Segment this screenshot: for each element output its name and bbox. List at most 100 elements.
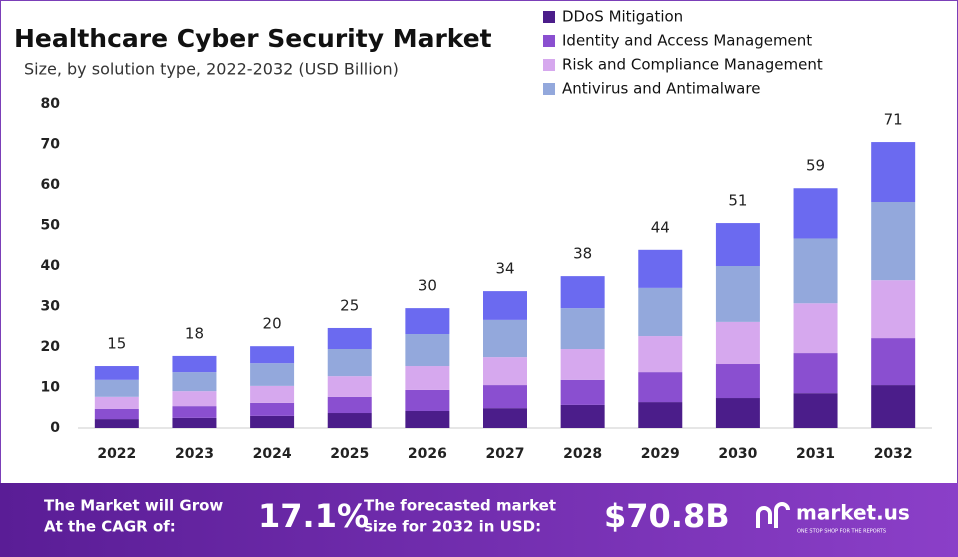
y-tick-label: 60 xyxy=(41,177,61,193)
bar-segment xyxy=(172,355,217,373)
x-tick-label: 2031 xyxy=(796,446,835,462)
cagr-value: 17.1% xyxy=(258,497,369,535)
bar-segment xyxy=(250,346,295,364)
bar-segment xyxy=(483,385,527,409)
bar-segment xyxy=(715,364,760,399)
bar-segment xyxy=(871,338,916,386)
bar-segment xyxy=(172,391,217,407)
bar-segment xyxy=(715,398,760,428)
x-tick-label: 2028 xyxy=(563,446,602,462)
bar-segment xyxy=(871,280,916,339)
bar-segment xyxy=(715,321,760,365)
footer-text: The forecasted market xyxy=(364,497,556,515)
bar-segment xyxy=(638,336,683,373)
legend-swatch xyxy=(543,11,555,23)
y-tick-label: 0 xyxy=(50,420,60,436)
x-tick-label: 2027 xyxy=(486,446,525,462)
bar-segment xyxy=(327,376,372,397)
brand-logo xyxy=(756,502,790,528)
bar-segment xyxy=(327,349,372,377)
footer-text: The Market will Grow xyxy=(44,497,223,515)
x-tick-label: 2022 xyxy=(97,446,136,462)
chart-title: Healthcare Cyber Security Market xyxy=(14,24,492,53)
bar-segment xyxy=(715,223,760,266)
bar-segment xyxy=(560,276,605,309)
bar-segment xyxy=(327,413,372,428)
bar-segment xyxy=(483,291,527,320)
x-tick-label: 2030 xyxy=(718,446,757,462)
bar-segment xyxy=(94,366,139,380)
bar-segment xyxy=(871,385,916,428)
x-tick-label: 2026 xyxy=(408,446,447,462)
legend-swatch xyxy=(543,59,555,71)
y-tick-label: 40 xyxy=(41,258,61,274)
y-tick-label: 70 xyxy=(41,137,61,153)
bar-segment xyxy=(405,334,450,367)
bar-segment xyxy=(405,389,450,411)
bar-segment xyxy=(715,266,760,322)
bar-segment xyxy=(327,396,372,414)
total-label: 25 xyxy=(340,296,359,314)
chart-subtitle: Size, by solution type, 2022-2032 (USD B… xyxy=(24,60,399,79)
bar-segment xyxy=(638,249,683,288)
legend-label: Risk and Compliance Management xyxy=(562,56,823,74)
bar-segment xyxy=(172,372,217,392)
legend-label: Identity and Access Management xyxy=(562,32,812,50)
y-tick-label: 80 xyxy=(41,96,61,112)
total-label: 15 xyxy=(107,335,126,353)
total-label: 20 xyxy=(263,315,282,333)
total-label: 38 xyxy=(573,245,592,263)
legend-label: Antivirus and Antimalware xyxy=(562,80,760,98)
bar-segment xyxy=(405,308,450,335)
total-label: 34 xyxy=(495,260,514,278)
bar-segment xyxy=(483,408,527,428)
total-label: 59 xyxy=(806,157,825,175)
x-tick-label: 2029 xyxy=(641,446,680,462)
y-tick-label: 50 xyxy=(41,218,61,234)
bar-segment xyxy=(871,202,916,281)
y-tick-label: 10 xyxy=(41,380,61,396)
bar-segment xyxy=(483,319,527,358)
bar-segment xyxy=(250,385,295,403)
bar-segment xyxy=(560,379,605,405)
bar-segment xyxy=(793,393,838,428)
bar-segment xyxy=(94,408,139,420)
bar-segment xyxy=(560,349,605,380)
bar-segment xyxy=(483,357,527,386)
bar-segment xyxy=(793,188,838,239)
bar-segment xyxy=(250,363,295,386)
footer-band xyxy=(0,483,958,557)
footer-text: size for 2032 in USD: xyxy=(364,518,541,536)
bar-segment xyxy=(560,308,605,350)
bar-segment xyxy=(638,287,683,337)
bar-segment xyxy=(560,404,605,428)
bar-segment xyxy=(172,406,217,418)
bar-segment xyxy=(405,410,450,428)
bar-segment xyxy=(250,402,295,416)
bar-segment xyxy=(250,415,295,428)
bar-segment xyxy=(405,366,450,390)
legend-swatch xyxy=(543,83,555,95)
legend-swatch xyxy=(543,35,555,47)
total-label: 18 xyxy=(185,324,204,342)
y-tick-label: 20 xyxy=(41,339,61,355)
legend-label: DDoS Mitigation xyxy=(562,8,683,26)
bar-segment xyxy=(172,417,217,428)
brand: market.us xyxy=(796,501,910,525)
bar-segment xyxy=(638,402,683,428)
y-tick-label: 30 xyxy=(41,299,61,315)
x-tick-label: 2024 xyxy=(253,446,292,462)
bar-segment xyxy=(327,327,372,350)
bar-segment xyxy=(793,303,838,354)
total-label: 44 xyxy=(651,218,670,236)
bar-segment xyxy=(793,353,838,394)
bar-segment xyxy=(638,372,683,403)
total-label: 51 xyxy=(728,192,747,210)
x-tick-label: 2025 xyxy=(330,446,369,462)
x-tick-label: 2023 xyxy=(175,446,214,462)
x-tick-label: 2032 xyxy=(874,446,913,462)
tagline: ONE STOP SHOP FOR THE REPORTS xyxy=(797,529,886,535)
total-label: 71 xyxy=(884,111,903,129)
bar-segment xyxy=(94,379,139,397)
